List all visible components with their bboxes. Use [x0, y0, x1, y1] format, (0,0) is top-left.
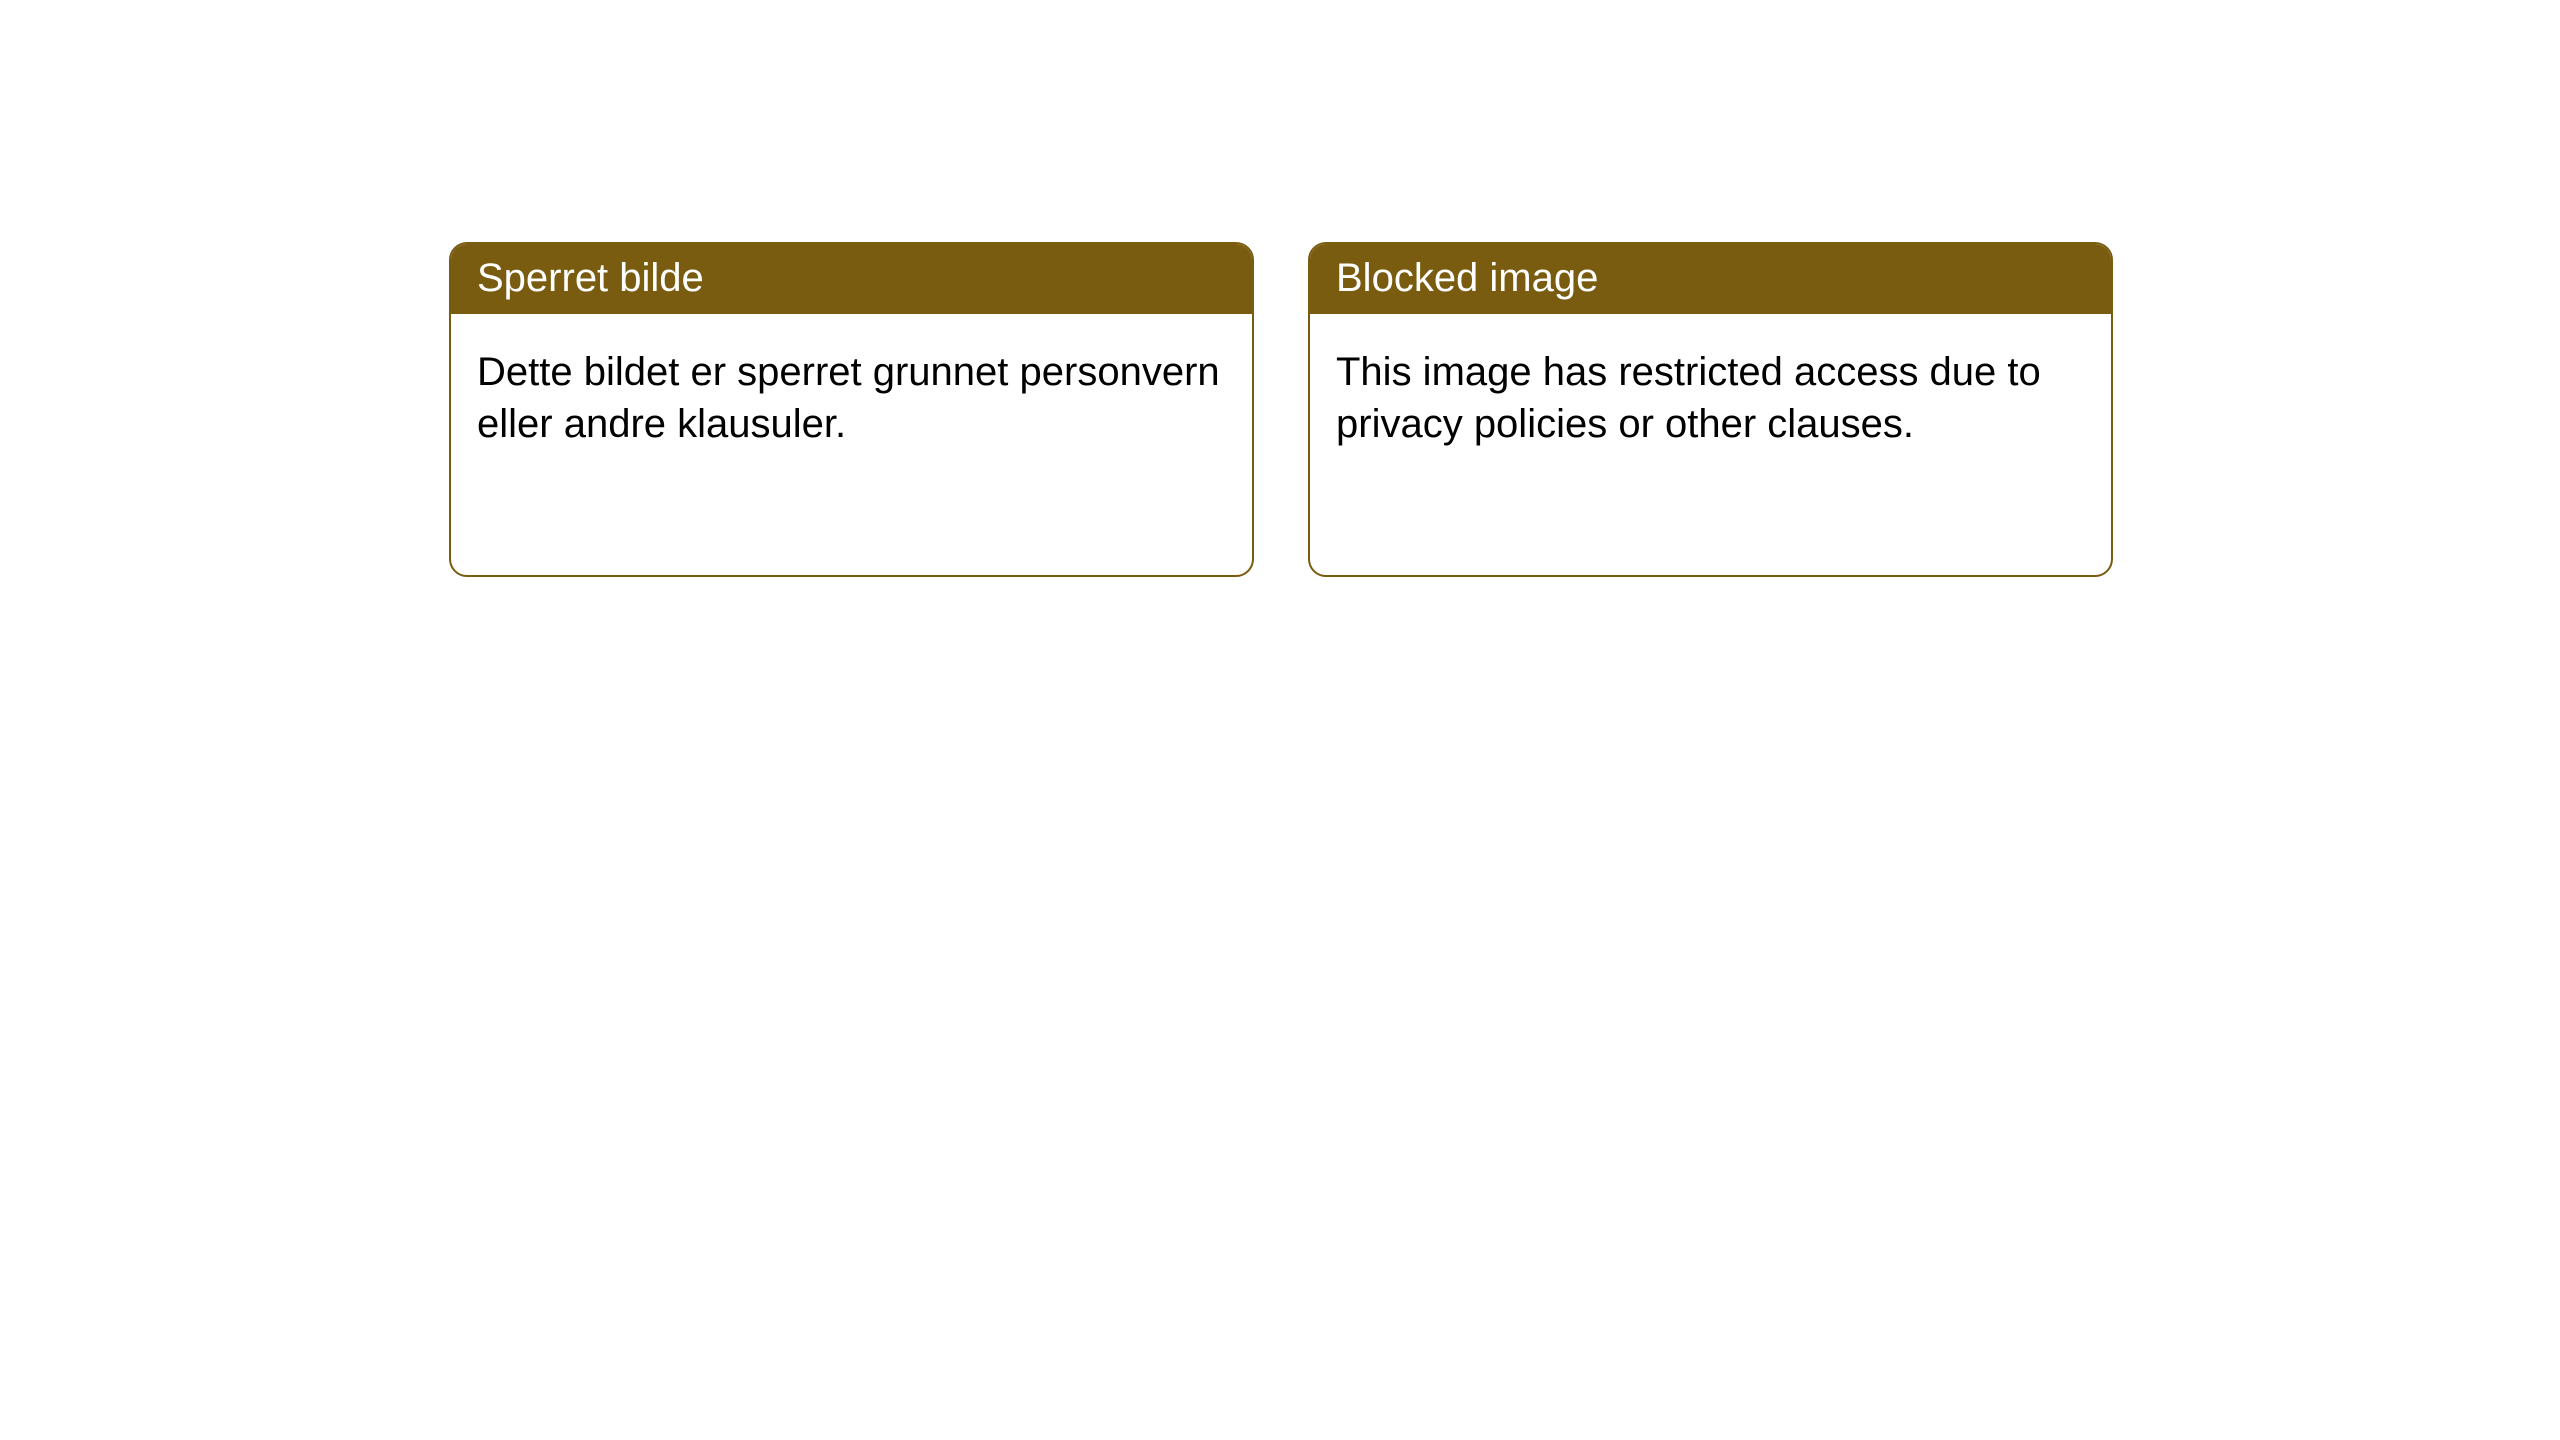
card-body-en: This image has restricted access due to … — [1310, 314, 2111, 482]
card-header-en: Blocked image — [1310, 244, 2111, 314]
notice-container: Sperret bilde Dette bildet er sperret gr… — [0, 0, 2560, 577]
card-body-no: Dette bildet er sperret grunnet personve… — [451, 314, 1252, 482]
blocked-image-card-en: Blocked image This image has restricted … — [1308, 242, 2113, 577]
card-header-no: Sperret bilde — [451, 244, 1252, 314]
blocked-image-card-no: Sperret bilde Dette bildet er sperret gr… — [449, 242, 1254, 577]
